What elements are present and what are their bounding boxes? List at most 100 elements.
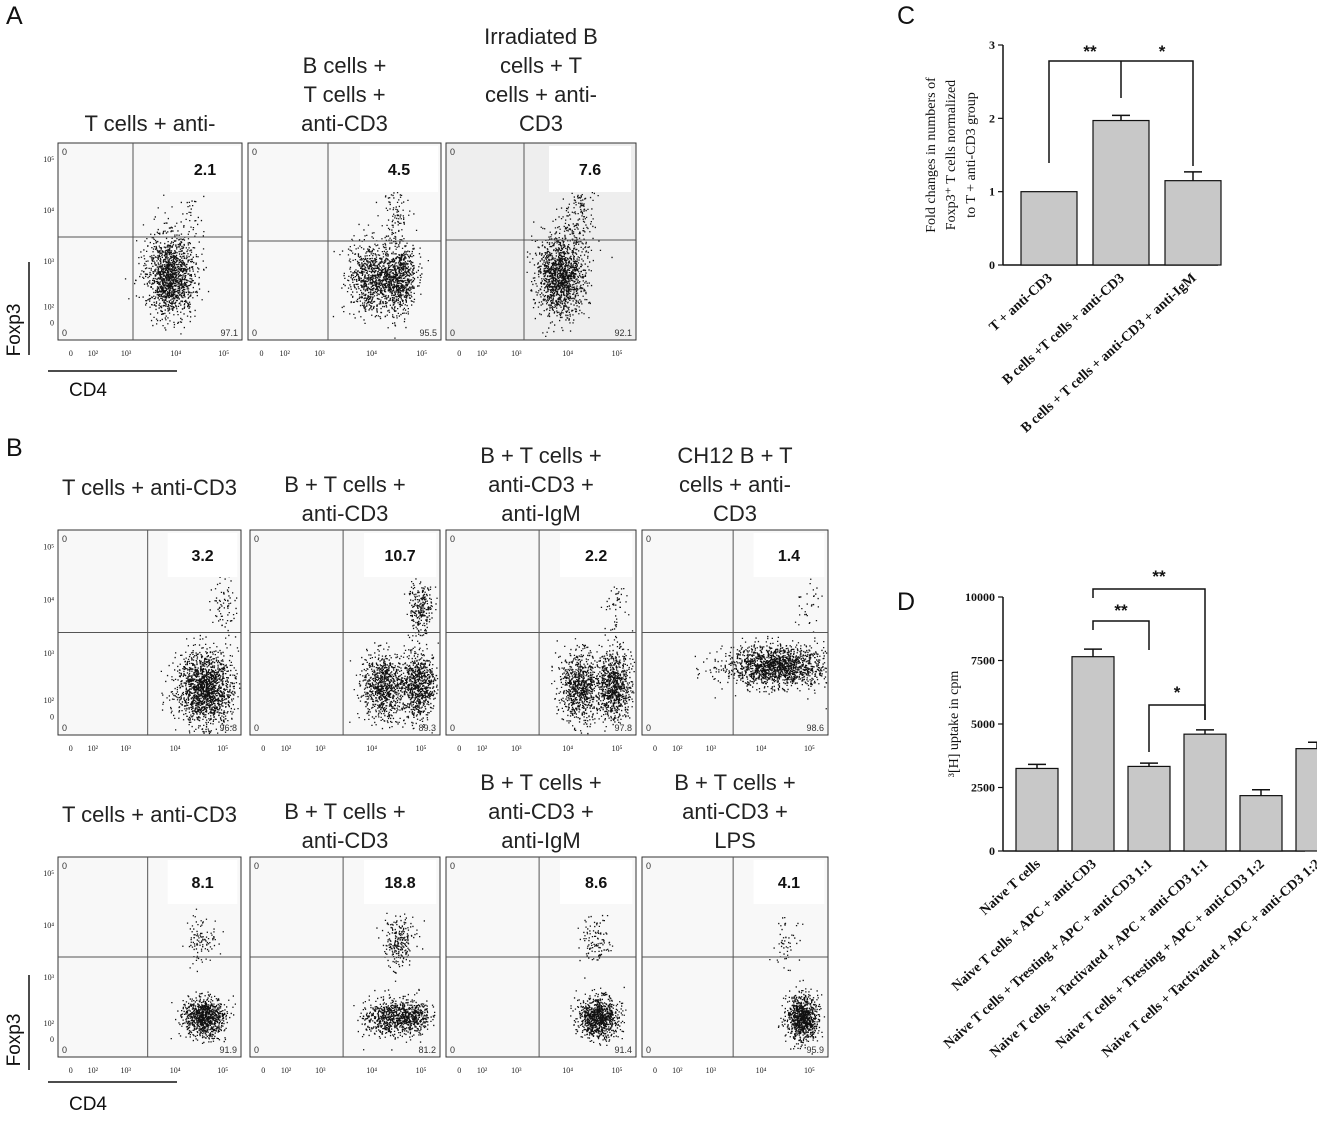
percent-box bbox=[167, 533, 238, 577]
plot-title-line: anti-CD3 + bbox=[488, 472, 594, 497]
corner-label-ul: 0 bbox=[450, 534, 455, 544]
y-tick-label: 10⁴ bbox=[43, 206, 54, 215]
event-dots bbox=[570, 914, 627, 1046]
percent-box bbox=[560, 533, 633, 577]
percent-box bbox=[170, 146, 240, 192]
x-tick-label: 10² bbox=[281, 744, 292, 753]
x-tick-label: 0 bbox=[653, 744, 657, 753]
event-dots bbox=[694, 578, 828, 710]
x-tick-label: 10⁵ bbox=[416, 349, 427, 358]
x-tick-label: 0 bbox=[261, 1066, 265, 1075]
flow-plot-a2: Irradiated B cells + T cells + anti- CD3 7.6… bbox=[445, 24, 637, 358]
y-tick-label: 0 bbox=[50, 318, 54, 327]
event-dots bbox=[353, 912, 436, 1051]
flow-plot-b3: CH12 B + T cells + anti- CD3 1.4 98.6 0 0 0 10² 1… bbox=[641, 443, 829, 753]
x-tick-label: 10² bbox=[88, 744, 99, 753]
significance-label: ** bbox=[1083, 42, 1097, 61]
event-dots bbox=[551, 573, 636, 735]
x-tick-label: 10⁵ bbox=[218, 349, 229, 358]
x-tick-label: 10³ bbox=[511, 349, 522, 358]
y-tick-label: 2500 bbox=[971, 781, 995, 795]
bar-1 bbox=[1092, 119, 1150, 266]
plot-title-line: anti-CD3 + bbox=[682, 799, 788, 824]
corner-label-ul: 0 bbox=[254, 534, 259, 544]
y-tick-label: 10000 bbox=[965, 590, 995, 604]
x-tick-label: 10³ bbox=[315, 744, 326, 753]
x-axis-label-a: CD4 bbox=[69, 380, 107, 401]
upper-right-percent: 18.8 bbox=[385, 875, 416, 892]
corner-label-ul: 0 bbox=[62, 534, 67, 544]
x-tick-label: 0 bbox=[69, 349, 73, 358]
y-tick-label: 10³ bbox=[44, 257, 55, 266]
x-tick-label: 10² bbox=[477, 1066, 488, 1075]
percent-box bbox=[753, 533, 825, 577]
flow-plot-b5: B + T cells + anti-CD3 18.8 81.2 0 0 0 10² 10³ 10… bbox=[249, 799, 441, 1075]
x-tick-label: 10⁴ bbox=[756, 1066, 767, 1075]
x-tick-label: 10² bbox=[279, 349, 290, 358]
bar-2 bbox=[1164, 180, 1222, 266]
y-tick-label: 10³ bbox=[44, 973, 55, 982]
x-tick-label: 10⁵ bbox=[416, 1066, 427, 1075]
panel-label-b: B bbox=[6, 434, 23, 462]
significance-bracket bbox=[1092, 620, 1150, 650]
corner-label-ul: 0 bbox=[646, 861, 651, 871]
percent-box bbox=[753, 860, 825, 904]
x-axis-label-b: CD4 bbox=[69, 1094, 107, 1115]
x-tick-label: 10⁴ bbox=[562, 349, 573, 358]
x-tick-label: 0 bbox=[261, 744, 265, 753]
x-tick-label: 10⁴ bbox=[366, 744, 377, 753]
x-tick-label: 0 bbox=[653, 1066, 657, 1075]
x-tick-label: 10⁴ bbox=[366, 349, 377, 358]
x-tick-label: 0 bbox=[69, 744, 73, 753]
plot-title-line: T cells + anti-CD3 bbox=[62, 802, 237, 827]
flow-plot-b1: B + T cells + anti-CD3 10.7 89.3 0 0 0 10² 10³ 10… bbox=[249, 472, 441, 753]
x-tick-label: 10⁵ bbox=[217, 1066, 228, 1075]
corner-label-ul: 0 bbox=[450, 861, 455, 871]
lower-right-percent: 91.4 bbox=[614, 1045, 632, 1055]
percent-box bbox=[549, 146, 631, 192]
y-tick-label: 10² bbox=[44, 696, 55, 705]
bar-1 bbox=[1071, 656, 1115, 852]
x-tick-label: 10⁴ bbox=[170, 744, 181, 753]
x-tick-label: 10³ bbox=[706, 1066, 717, 1075]
plot-title-line: B + T cells + bbox=[480, 443, 601, 468]
x-tick-label: 10² bbox=[477, 349, 488, 358]
flow-plot-b2: B + T cells + anti-CD3 + anti-IgM 2.2 97.8 0 0… bbox=[445, 443, 637, 753]
x-tick-label: 10² bbox=[477, 744, 488, 753]
x-tick-label: 10³ bbox=[314, 349, 325, 358]
flow-plot-a1: B cells + T cells + anti-CD3 4.5 95.5 0 0 0 10² 1… bbox=[247, 53, 442, 358]
event-dots bbox=[160, 576, 241, 735]
category-label-2: Naive T cells + Tresting + APC + anti-CD… bbox=[941, 857, 1155, 1052]
lower-right-percent: 97.1 bbox=[220, 328, 238, 338]
x-tick-label: 10⁴ bbox=[366, 1066, 377, 1075]
y-axis-label-c: to T + anti-CD3 group bbox=[964, 92, 979, 218]
event-dots bbox=[124, 194, 210, 335]
upper-right-percent: 8.1 bbox=[191, 875, 213, 892]
x-tick-label: 10³ bbox=[706, 744, 717, 753]
x-tick-label: 10⁵ bbox=[804, 1066, 815, 1075]
upper-right-percent: 2.1 bbox=[194, 162, 216, 179]
plot-title-line: cells + anti- bbox=[679, 472, 791, 497]
x-tick-label: 10⁴ bbox=[170, 349, 181, 358]
lower-right-percent: 96.8 bbox=[219, 723, 237, 733]
x-tick-label: 10² bbox=[672, 1066, 683, 1075]
upper-right-percent: 1.4 bbox=[778, 548, 800, 565]
x-tick-label: 10³ bbox=[121, 1066, 132, 1075]
x-tick-label: 0 bbox=[457, 1066, 461, 1075]
y-tick-label: 10⁵ bbox=[43, 542, 54, 551]
percent-box bbox=[364, 533, 437, 577]
lower-right-percent: 97.8 bbox=[614, 723, 632, 733]
x-tick-label: 0 bbox=[69, 1066, 73, 1075]
panel-label-d: D bbox=[897, 588, 915, 616]
y-tick-label: 2 bbox=[989, 111, 995, 125]
x-tick-label: 10⁵ bbox=[804, 744, 815, 753]
corner-label-ll: 0 bbox=[450, 723, 455, 733]
upper-right-percent: 7.6 bbox=[579, 162, 601, 179]
bar-0 bbox=[1015, 767, 1059, 852]
category-label-1: B cells +T cells + anti-CD3 bbox=[1000, 271, 1128, 388]
y-tick-label: 10⁵ bbox=[43, 869, 54, 878]
plot-title-line: B + T cells + bbox=[480, 770, 601, 795]
